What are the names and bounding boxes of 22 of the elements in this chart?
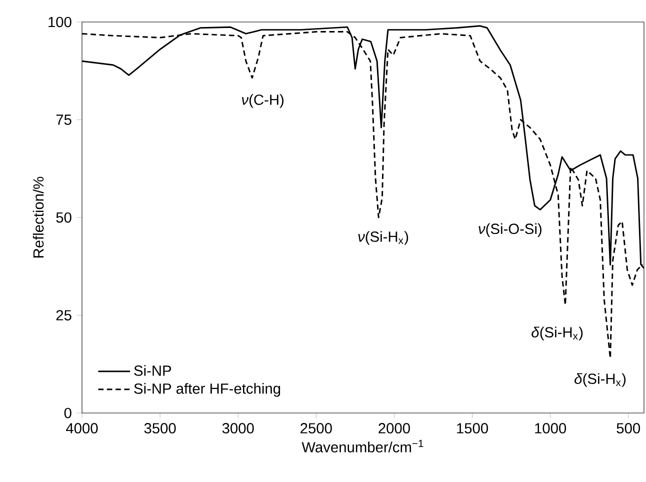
x-tick-label: 500 — [616, 423, 640, 434]
x-tick-label: 2500 — [300, 423, 332, 434]
x-axis-title: Wavenumber/cm$^{−1}$ — [302, 440, 424, 452]
x-tick-label: 2000 — [378, 423, 410, 434]
x-tick-label: 4000 — [66, 423, 98, 434]
legend-label: Si-NP — [134, 365, 172, 376]
y-tick-label: 25 — [56, 310, 72, 320]
annotation: ν(Si-H$_{x}$) — [358, 231, 408, 245]
annotation: ν(Si-O-Si) — [478, 223, 542, 237]
x-tick-label: 3000 — [222, 423, 254, 434]
y-tick-label: 50 — [56, 212, 72, 223]
y-tick-label: 100 — [48, 16, 72, 28]
y-tick-label: 0 — [64, 408, 72, 418]
annotation: δ(Si-H$_{x}$) — [532, 326, 583, 340]
annotation: δ(Si-H$_{x}$) — [574, 373, 626, 387]
x-tick-label: 3500 — [144, 423, 176, 434]
y-axis-title: Reflection/% — [32, 176, 44, 258]
legend-label: Si-NP after HF-etching — [134, 383, 280, 397]
y-tick-label: 75 — [56, 114, 72, 125]
x-tick-label: 1000 — [535, 423, 566, 434]
x-tick-label: 1500 — [457, 423, 488, 434]
annotation: ν(C-H) — [242, 94, 284, 108]
